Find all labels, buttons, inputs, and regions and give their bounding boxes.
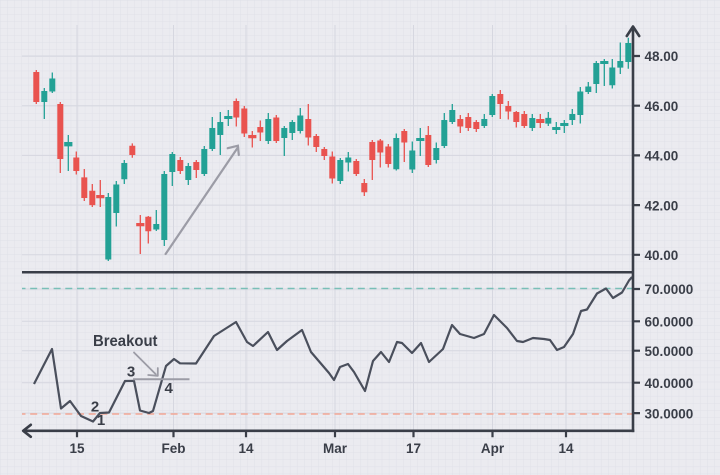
svg-text:2: 2: [91, 399, 99, 416]
svg-text:1: 1: [97, 412, 105, 429]
svg-text:17: 17: [406, 441, 421, 456]
svg-text:Feb: Feb: [161, 441, 185, 456]
svg-text:44.00: 44.00: [645, 149, 679, 164]
svg-text:Mar: Mar: [323, 441, 348, 456]
svg-text:50.0000: 50.0000: [645, 344, 694, 359]
svg-text:30.0000: 30.0000: [645, 406, 694, 421]
svg-text:4: 4: [165, 380, 174, 397]
svg-text:15: 15: [69, 441, 85, 456]
svg-text:70.0000: 70.0000: [645, 282, 694, 297]
svg-text:Breakout: Breakout: [93, 333, 158, 350]
svg-text:60.0000: 60.0000: [645, 315, 694, 330]
svg-text:40.0000: 40.0000: [645, 376, 694, 391]
svg-text:14: 14: [558, 441, 574, 456]
svg-text:3: 3: [127, 364, 135, 381]
svg-text:46.00: 46.00: [645, 99, 679, 114]
svg-text:14: 14: [238, 441, 254, 456]
svg-text:40.00: 40.00: [645, 248, 679, 263]
svg-text:Apr: Apr: [481, 441, 505, 456]
svg-text:48.00: 48.00: [645, 49, 679, 64]
svg-text:42.00: 42.00: [645, 198, 679, 213]
